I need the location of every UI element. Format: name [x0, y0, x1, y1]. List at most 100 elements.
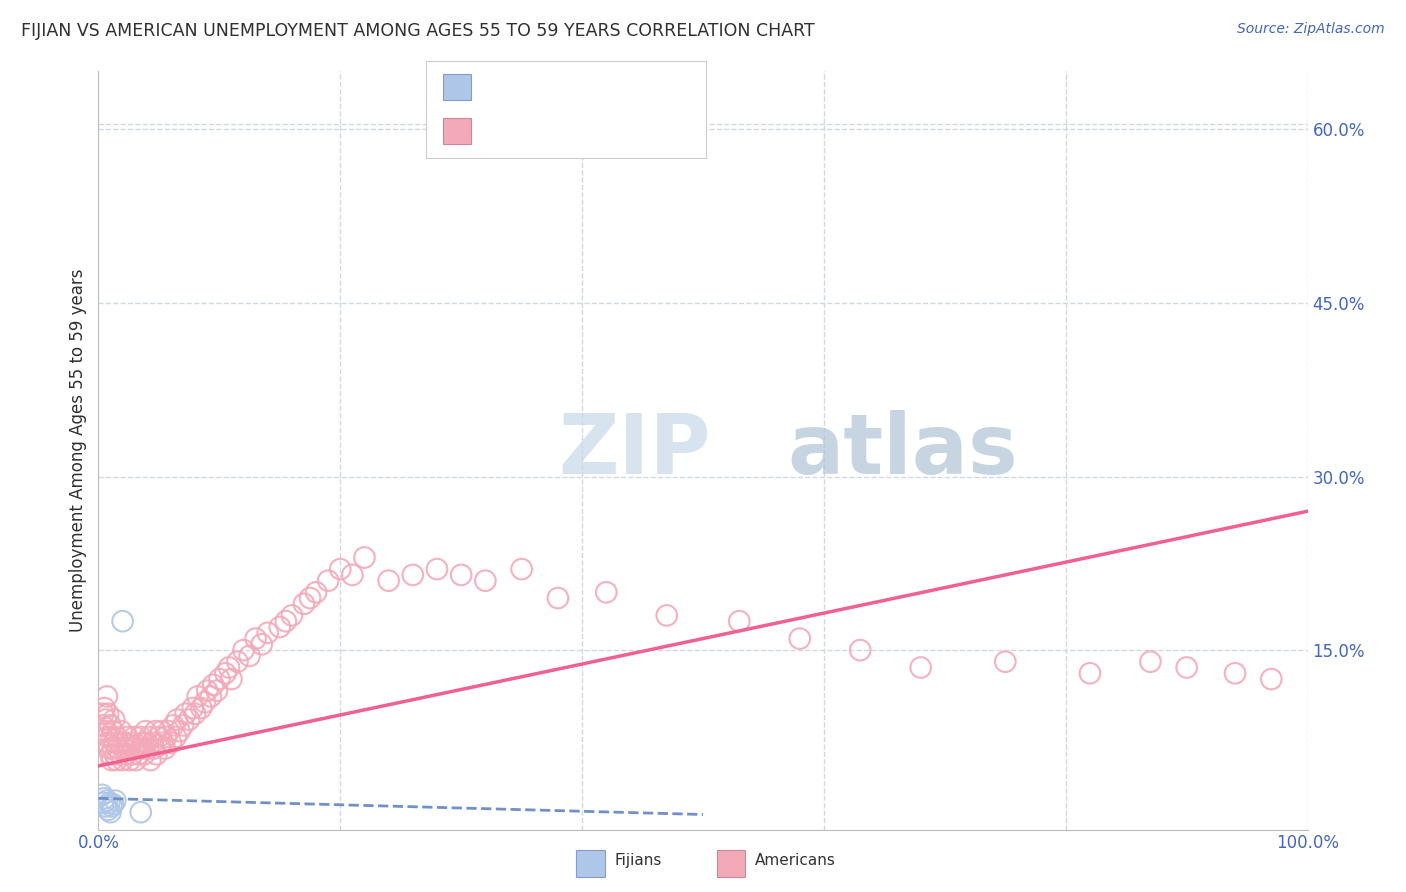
Point [155, 730, 177, 744]
Point [97, 706, 120, 721]
Point [105, 730, 128, 744]
Point [118, 753, 141, 767]
Point [190, 701, 212, 715]
Point [136, 741, 159, 756]
Point [994, 655, 1017, 669]
Text: N =: N = [576, 76, 613, 94]
Point [127, 747, 149, 762]
Point [208, 672, 231, 686]
Text: Fijians: Fijians [614, 854, 662, 868]
Point [218, 660, 240, 674]
Point [91, 706, 114, 721]
Text: Americans: Americans [755, 854, 837, 868]
Point [104, 794, 127, 808]
Text: FIJIAN VS AMERICAN UNEMPLOYMENT AMONG AGES 55 TO 59 YEARS CORRELATION CHART: FIJIAN VS AMERICAN UNEMPLOYMENT AMONG AG… [21, 22, 815, 40]
Point [142, 736, 165, 750]
Point [1175, 660, 1198, 674]
Point [121, 747, 143, 762]
Point [114, 741, 136, 756]
Point [104, 747, 127, 762]
Point [100, 730, 122, 744]
Point [849, 643, 872, 657]
Point [195, 683, 218, 698]
Point [256, 625, 278, 640]
Point [120, 736, 142, 750]
Text: -0.081: -0.081 [513, 76, 572, 94]
Point [100, 718, 122, 732]
Point [245, 632, 267, 646]
Point [139, 753, 162, 767]
Point [239, 648, 262, 663]
Point [100, 747, 122, 762]
Point [93, 791, 115, 805]
Point [232, 643, 254, 657]
Point [93, 701, 115, 715]
Point [118, 738, 141, 752]
Point [281, 608, 304, 623]
Point [377, 574, 399, 588]
Point [250, 637, 273, 651]
Point [169, 724, 191, 739]
Text: 115: 115 [609, 120, 644, 138]
Text: R =: R = [481, 120, 517, 138]
Point [103, 713, 125, 727]
Point [91, 796, 114, 810]
Point [450, 568, 472, 582]
Point [91, 718, 114, 732]
Point [1223, 666, 1246, 681]
Text: N =: N = [576, 120, 613, 138]
Point [96, 794, 118, 808]
Point [149, 738, 172, 752]
Point [91, 788, 114, 802]
Point [1078, 666, 1101, 681]
Text: atlas: atlas [787, 410, 1018, 491]
Point [595, 585, 617, 599]
Point [342, 568, 364, 582]
Point [292, 597, 315, 611]
Point [107, 741, 129, 756]
Point [108, 736, 131, 750]
Point [111, 753, 134, 767]
Point [132, 736, 155, 750]
Point [143, 741, 166, 756]
Point [179, 713, 201, 727]
Point [145, 747, 167, 762]
Point [269, 620, 291, 634]
Point [274, 614, 297, 628]
Point [187, 690, 209, 704]
Point [474, 574, 496, 588]
Point [910, 660, 932, 674]
Point [329, 562, 352, 576]
Point [127, 738, 149, 752]
Point [94, 713, 117, 727]
Point [111, 614, 134, 628]
Point [129, 805, 152, 820]
Point [150, 724, 173, 739]
Point [96, 736, 118, 750]
Point [402, 568, 425, 582]
Point [101, 724, 124, 739]
Point [157, 724, 180, 739]
Point [205, 683, 228, 698]
Point [226, 655, 249, 669]
Text: R =: R = [481, 76, 517, 94]
Point [655, 608, 678, 623]
Text: ZIP: ZIP [558, 410, 710, 491]
Point [135, 736, 157, 750]
Point [135, 724, 157, 739]
Point [166, 713, 188, 727]
Point [181, 701, 204, 715]
Point [115, 747, 138, 762]
Point [112, 736, 135, 750]
Point [100, 799, 122, 814]
Point [160, 736, 183, 750]
Point [124, 730, 146, 744]
Point [105, 753, 128, 767]
Point [153, 741, 176, 756]
Point [125, 753, 148, 767]
Point [1139, 655, 1161, 669]
Point [94, 799, 117, 814]
Point [101, 741, 124, 756]
Point [129, 730, 152, 744]
Point [97, 730, 120, 744]
